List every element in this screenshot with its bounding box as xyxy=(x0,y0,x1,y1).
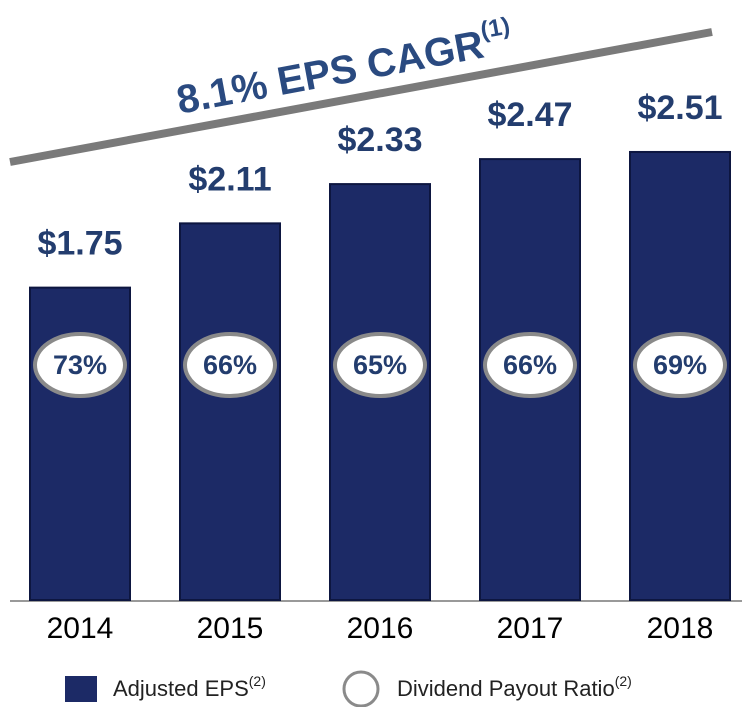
x-tick-label: 2018 xyxy=(647,612,714,645)
payout-label: 66% xyxy=(203,350,257,380)
payout-oval xyxy=(183,332,277,398)
legend-swatch xyxy=(65,676,97,702)
bar xyxy=(179,222,281,602)
payout-label: 65% xyxy=(353,350,407,380)
value-label: $1.75 xyxy=(37,225,122,263)
payout-label: 66% xyxy=(503,350,557,380)
payout-label: 73% xyxy=(53,350,107,380)
payout-oval xyxy=(333,332,427,398)
value-label: $2.11 xyxy=(188,160,271,198)
x-tick-label: 2017 xyxy=(497,612,564,645)
value-label: $2.33 xyxy=(337,121,422,159)
value-label: $2.47 xyxy=(487,96,572,134)
title-superscript: (1) xyxy=(478,13,512,45)
payout-label: 69% xyxy=(653,350,707,380)
legend-name: Adjusted EPS xyxy=(113,676,249,701)
x-tick-label: 2016 xyxy=(347,612,414,645)
x-tick-label: 2015 xyxy=(197,612,264,645)
legend-label: Dividend Payout Ratio(2) xyxy=(397,673,632,701)
payout-oval xyxy=(633,332,727,398)
cagr-line xyxy=(9,28,713,166)
payout-oval xyxy=(33,332,127,398)
legend-name: Dividend Payout Ratio xyxy=(397,676,615,701)
legend-swatch xyxy=(342,670,380,707)
legend-superscript: (2) xyxy=(615,673,632,689)
payout-oval xyxy=(483,332,577,398)
legend-label: Adjusted EPS(2) xyxy=(113,673,266,701)
legend-superscript: (2) xyxy=(249,673,266,689)
title-text: 8.1% EPS CAGR xyxy=(173,22,487,122)
chart-title: 8.1% EPS CAGR(1) xyxy=(172,13,516,122)
value-label: $2.51 xyxy=(637,89,722,127)
x-tick-label: 2014 xyxy=(47,612,114,645)
